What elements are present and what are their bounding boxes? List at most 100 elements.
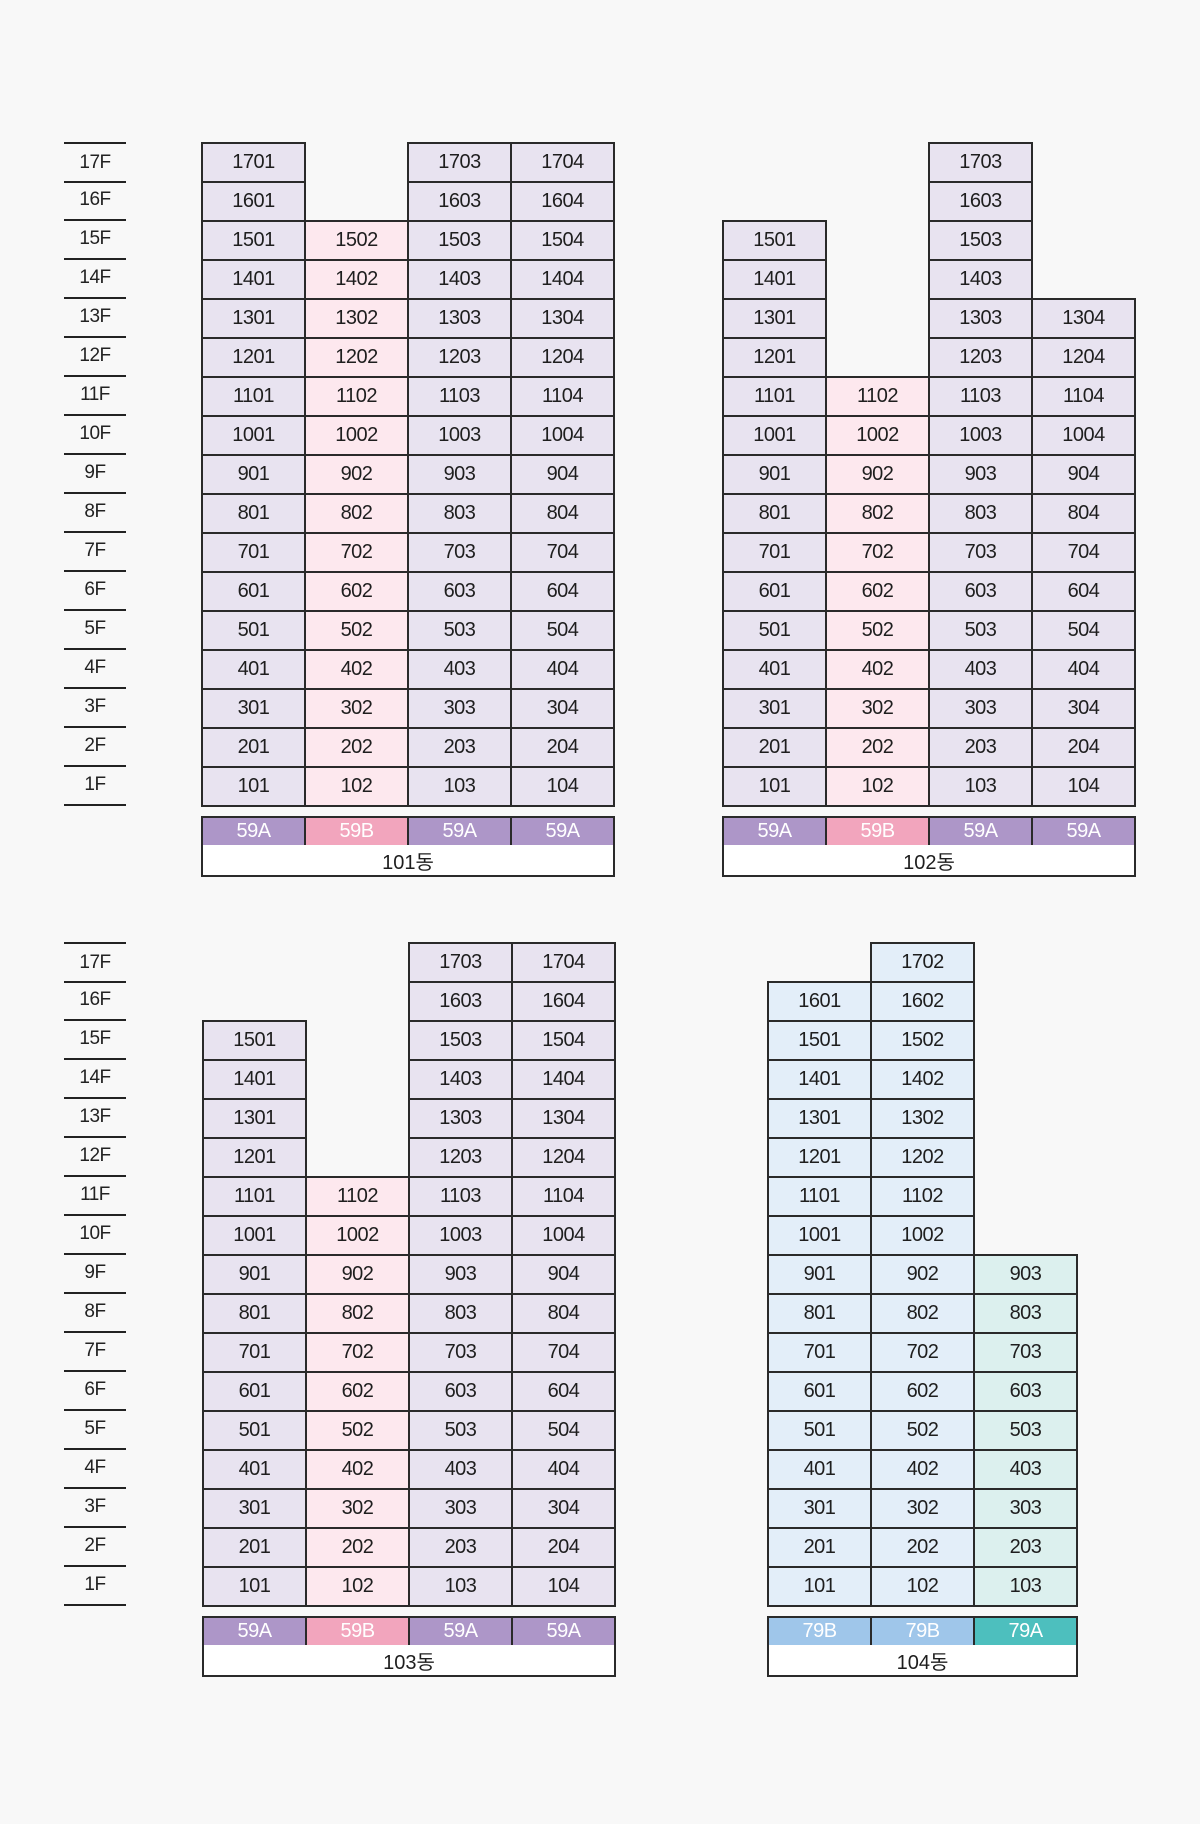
unit-cell[interactable]: 1004: [1031, 415, 1136, 456]
unit-cell[interactable]: 201: [767, 1527, 872, 1568]
unit-cell[interactable]: 402: [305, 1449, 410, 1490]
unit-cell[interactable]: 1103: [408, 1176, 513, 1217]
unit-cell[interactable]: 902: [304, 454, 409, 495]
unit-cell[interactable]: 902: [825, 454, 930, 495]
unit-cell[interactable]: 203: [407, 727, 512, 768]
unit-cell[interactable]: 602: [825, 571, 930, 612]
unit-cell[interactable]: 1003: [928, 415, 1033, 456]
unit-cell[interactable]: 102: [304, 766, 409, 807]
unit-cell[interactable]: 404: [1031, 649, 1136, 690]
unit-cell[interactable]: 502: [305, 1410, 410, 1451]
unit-cell[interactable]: 1704: [510, 142, 615, 183]
unit-cell[interactable]: 103: [928, 766, 1033, 807]
unit-cell[interactable]: 903: [407, 454, 512, 495]
unit-cell[interactable]: 1301: [767, 1098, 872, 1139]
unit-cell[interactable]: 1703: [407, 142, 512, 183]
unit-cell[interactable]: 803: [928, 493, 1033, 534]
unit-cell[interactable]: 1104: [1031, 376, 1136, 417]
unit-cell[interactable]: 301: [767, 1488, 872, 1529]
unit-cell[interactable]: 401: [722, 649, 827, 690]
unit-cell[interactable]: 303: [407, 688, 512, 729]
unit-cell[interactable]: 303: [928, 688, 1033, 729]
unit-cell[interactable]: 1404: [511, 1059, 616, 1100]
unit-cell[interactable]: 1001: [202, 1215, 307, 1256]
unit-cell[interactable]: 104: [1031, 766, 1136, 807]
unit-cell[interactable]: 601: [767, 1371, 872, 1412]
unit-cell[interactable]: 1603: [928, 181, 1033, 222]
unit-cell[interactable]: 402: [825, 649, 930, 690]
unit-cell[interactable]: 504: [1031, 610, 1136, 651]
unit-cell[interactable]: 704: [511, 1332, 616, 1373]
unit-cell[interactable]: 801: [767, 1293, 872, 1334]
unit-cell[interactable]: 1201: [202, 1137, 307, 1178]
unit-cell[interactable]: 304: [510, 688, 615, 729]
unit-cell[interactable]: 1302: [870, 1098, 975, 1139]
unit-cell[interactable]: 301: [202, 1488, 307, 1529]
unit-cell[interactable]: 103: [973, 1566, 1078, 1607]
unit-cell[interactable]: 101: [201, 766, 306, 807]
unit-cell[interactable]: 401: [201, 649, 306, 690]
unit-cell[interactable]: 1401: [201, 259, 306, 300]
unit-cell[interactable]: 1304: [510, 298, 615, 339]
unit-cell[interactable]: 1203: [928, 337, 1033, 378]
unit-cell[interactable]: 804: [1031, 493, 1136, 534]
unit-cell[interactable]: 302: [870, 1488, 975, 1529]
unit-cell[interactable]: 501: [767, 1410, 872, 1451]
unit-cell[interactable]: 202: [825, 727, 930, 768]
unit-cell[interactable]: 1601: [767, 981, 872, 1022]
unit-cell[interactable]: 504: [510, 610, 615, 651]
unit-cell[interactable]: 104: [511, 1566, 616, 1607]
unit-cell[interactable]: 203: [973, 1527, 1078, 1568]
unit-cell[interactable]: 401: [767, 1449, 872, 1490]
unit-cell[interactable]: 903: [408, 1254, 513, 1295]
unit-cell[interactable]: 1501: [201, 220, 306, 261]
unit-cell[interactable]: 702: [870, 1332, 975, 1373]
unit-cell[interactable]: 602: [870, 1371, 975, 1412]
unit-cell[interactable]: 803: [973, 1293, 1078, 1334]
unit-cell[interactable]: 101: [767, 1566, 872, 1607]
unit-cell[interactable]: 704: [1031, 532, 1136, 573]
unit-cell[interactable]: 102: [825, 766, 930, 807]
unit-cell[interactable]: 801: [202, 1293, 307, 1334]
unit-cell[interactable]: 1303: [407, 298, 512, 339]
unit-cell[interactable]: 1402: [304, 259, 409, 300]
unit-cell[interactable]: 802: [870, 1293, 975, 1334]
unit-cell[interactable]: 703: [408, 1332, 513, 1373]
unit-cell[interactable]: 1301: [202, 1098, 307, 1139]
unit-cell[interactable]: 1001: [201, 415, 306, 456]
unit-cell[interactable]: 603: [973, 1371, 1078, 1412]
unit-cell[interactable]: 302: [305, 1488, 410, 1529]
unit-cell[interactable]: 703: [973, 1332, 1078, 1373]
unit-cell[interactable]: 1301: [201, 298, 306, 339]
unit-cell[interactable]: 1301: [722, 298, 827, 339]
unit-cell[interactable]: 1402: [870, 1059, 975, 1100]
unit-cell[interactable]: 604: [510, 571, 615, 612]
unit-cell[interactable]: 1104: [510, 376, 615, 417]
unit-cell[interactable]: 1002: [305, 1215, 410, 1256]
unit-cell[interactable]: 804: [510, 493, 615, 534]
unit-cell[interactable]: 1404: [510, 259, 615, 300]
unit-cell[interactable]: 1304: [1031, 298, 1136, 339]
unit-cell[interactable]: 501: [202, 1410, 307, 1451]
unit-cell[interactable]: 903: [928, 454, 1033, 495]
unit-cell[interactable]: 403: [407, 649, 512, 690]
unit-cell[interactable]: 1303: [408, 1098, 513, 1139]
unit-cell[interactable]: 604: [1031, 571, 1136, 612]
unit-cell[interactable]: 1501: [202, 1020, 307, 1061]
unit-cell[interactable]: 1702: [870, 942, 975, 983]
unit-cell[interactable]: 1102: [870, 1176, 975, 1217]
unit-cell[interactable]: 801: [722, 493, 827, 534]
unit-cell[interactable]: 603: [408, 1371, 513, 1412]
unit-cell[interactable]: 901: [201, 454, 306, 495]
unit-cell[interactable]: 301: [201, 688, 306, 729]
unit-cell[interactable]: 1003: [408, 1215, 513, 1256]
unit-cell[interactable]: 602: [304, 571, 409, 612]
unit-cell[interactable]: 103: [408, 1566, 513, 1607]
unit-cell[interactable]: 203: [408, 1527, 513, 1568]
unit-cell[interactable]: 1002: [304, 415, 409, 456]
unit-cell[interactable]: 402: [870, 1449, 975, 1490]
unit-cell[interactable]: 802: [825, 493, 930, 534]
unit-cell[interactable]: 203: [928, 727, 1033, 768]
unit-cell[interactable]: 404: [511, 1449, 616, 1490]
unit-cell[interactable]: 104: [510, 766, 615, 807]
